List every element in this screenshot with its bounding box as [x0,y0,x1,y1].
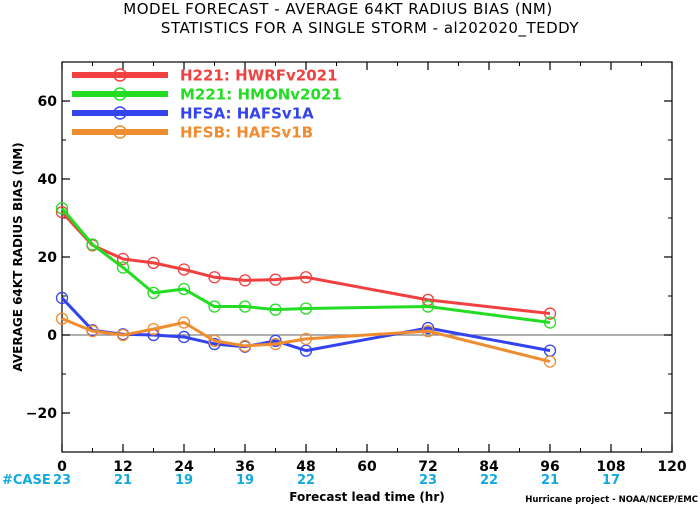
data-point [269,303,282,316]
x-axis-ticks: 0 12 24 36 48 60 72 84 96 108 120 [57,62,687,475]
data-point [86,238,99,251]
data-point [208,337,221,351]
case-count: 21 [114,473,132,488]
data-point [269,334,282,348]
data-point [269,337,282,351]
case-count: 17 [602,473,620,488]
data-point [421,324,435,338]
x-tick-label: 12 [113,459,132,475]
data-point [543,355,557,368]
data-point [299,271,313,284]
data-point [116,252,130,266]
y-tick-label: −20 [26,406,57,422]
legend-marker [113,125,127,139]
data-point [147,286,160,300]
legend-marker [113,68,127,82]
data-point [177,330,191,344]
case-count: 23 [419,473,437,488]
data-point [55,312,69,325]
chart-subtitle: STATISTICS FOR A SINGLE STORM - al202020… [161,19,579,38]
data-point [86,324,99,338]
series-group [55,202,557,368]
case-count: 19 [175,473,193,488]
x-tick-label: 72 [418,459,437,475]
data-point [116,328,130,342]
data-point [299,344,313,357]
data-point [238,300,252,313]
case-count: 19 [236,473,254,488]
data-point [208,300,221,313]
data-point [543,316,557,329]
data-point [543,307,557,320]
data-point [177,316,191,329]
data-point [299,332,313,346]
series-line [60,207,551,325]
data-point [299,302,313,315]
data-point [55,205,69,219]
x-axis-label: Forecast lead time (hr) [289,490,445,504]
x-tick-label: 60 [357,459,377,475]
legend-marker [113,87,127,101]
data-point [55,291,69,305]
case-count: 22 [297,473,315,488]
data-point [421,300,435,313]
series-1 [55,202,557,329]
chart-title: MODEL FORECAST - AVERAGE 64KT RADIUS BIA… [123,0,552,18]
case-count: 21 [541,473,559,488]
series-3 [55,312,557,368]
data-point [116,261,130,274]
x-tick-label: 48 [296,459,315,475]
legend-label: HFSA: HAFSv1A [180,105,314,123]
x-tick-label: 24 [174,459,194,475]
case-count: 22 [480,473,498,488]
data-point [238,274,252,287]
series-0 [55,205,557,320]
y-tick-label: 60 [38,94,58,110]
y-axis-label: AVERAGE 64KT RADIUS BIAS (NM) [11,142,25,371]
case-count: 23 [53,473,71,488]
credit-text: Hurricane project - NOAA/NCEP/EMC [525,495,698,505]
legend-label: M221: HMONv2021 [180,86,342,104]
x-tick-label: 36 [235,459,254,475]
data-point [177,263,191,276]
x-tick-label: 84 [479,459,499,475]
x-tick-label: 108 [596,459,625,475]
series-line [61,317,551,363]
series-line [60,211,551,316]
series-2 [55,291,557,357]
data-point [177,282,191,296]
data-point [421,321,435,335]
case-label: #CASE [2,473,51,488]
y-tick-label: 20 [38,250,58,266]
y-tick-label: 0 [47,328,57,344]
data-point [55,202,69,215]
data-point [208,271,221,284]
data-point [269,273,282,286]
x-tick-label: 96 [540,459,559,475]
legend-label: HFSB: HAFSv1B [180,124,313,142]
y-axis-ticks: −20 0 20 40 60 [26,94,672,422]
data-point [147,322,160,336]
legend-label: H221: HWRFv2021 [180,67,338,85]
x-tick-label: 0 [57,459,67,475]
x-tick-label: 120 [657,459,686,475]
data-point [147,256,160,270]
data-point [208,334,221,348]
case-counts: 23 21 19 19 22 23 22 21 17 [53,473,620,488]
y-tick-label: 40 [38,172,58,188]
data-point [238,339,252,353]
legend-marker [113,106,127,120]
